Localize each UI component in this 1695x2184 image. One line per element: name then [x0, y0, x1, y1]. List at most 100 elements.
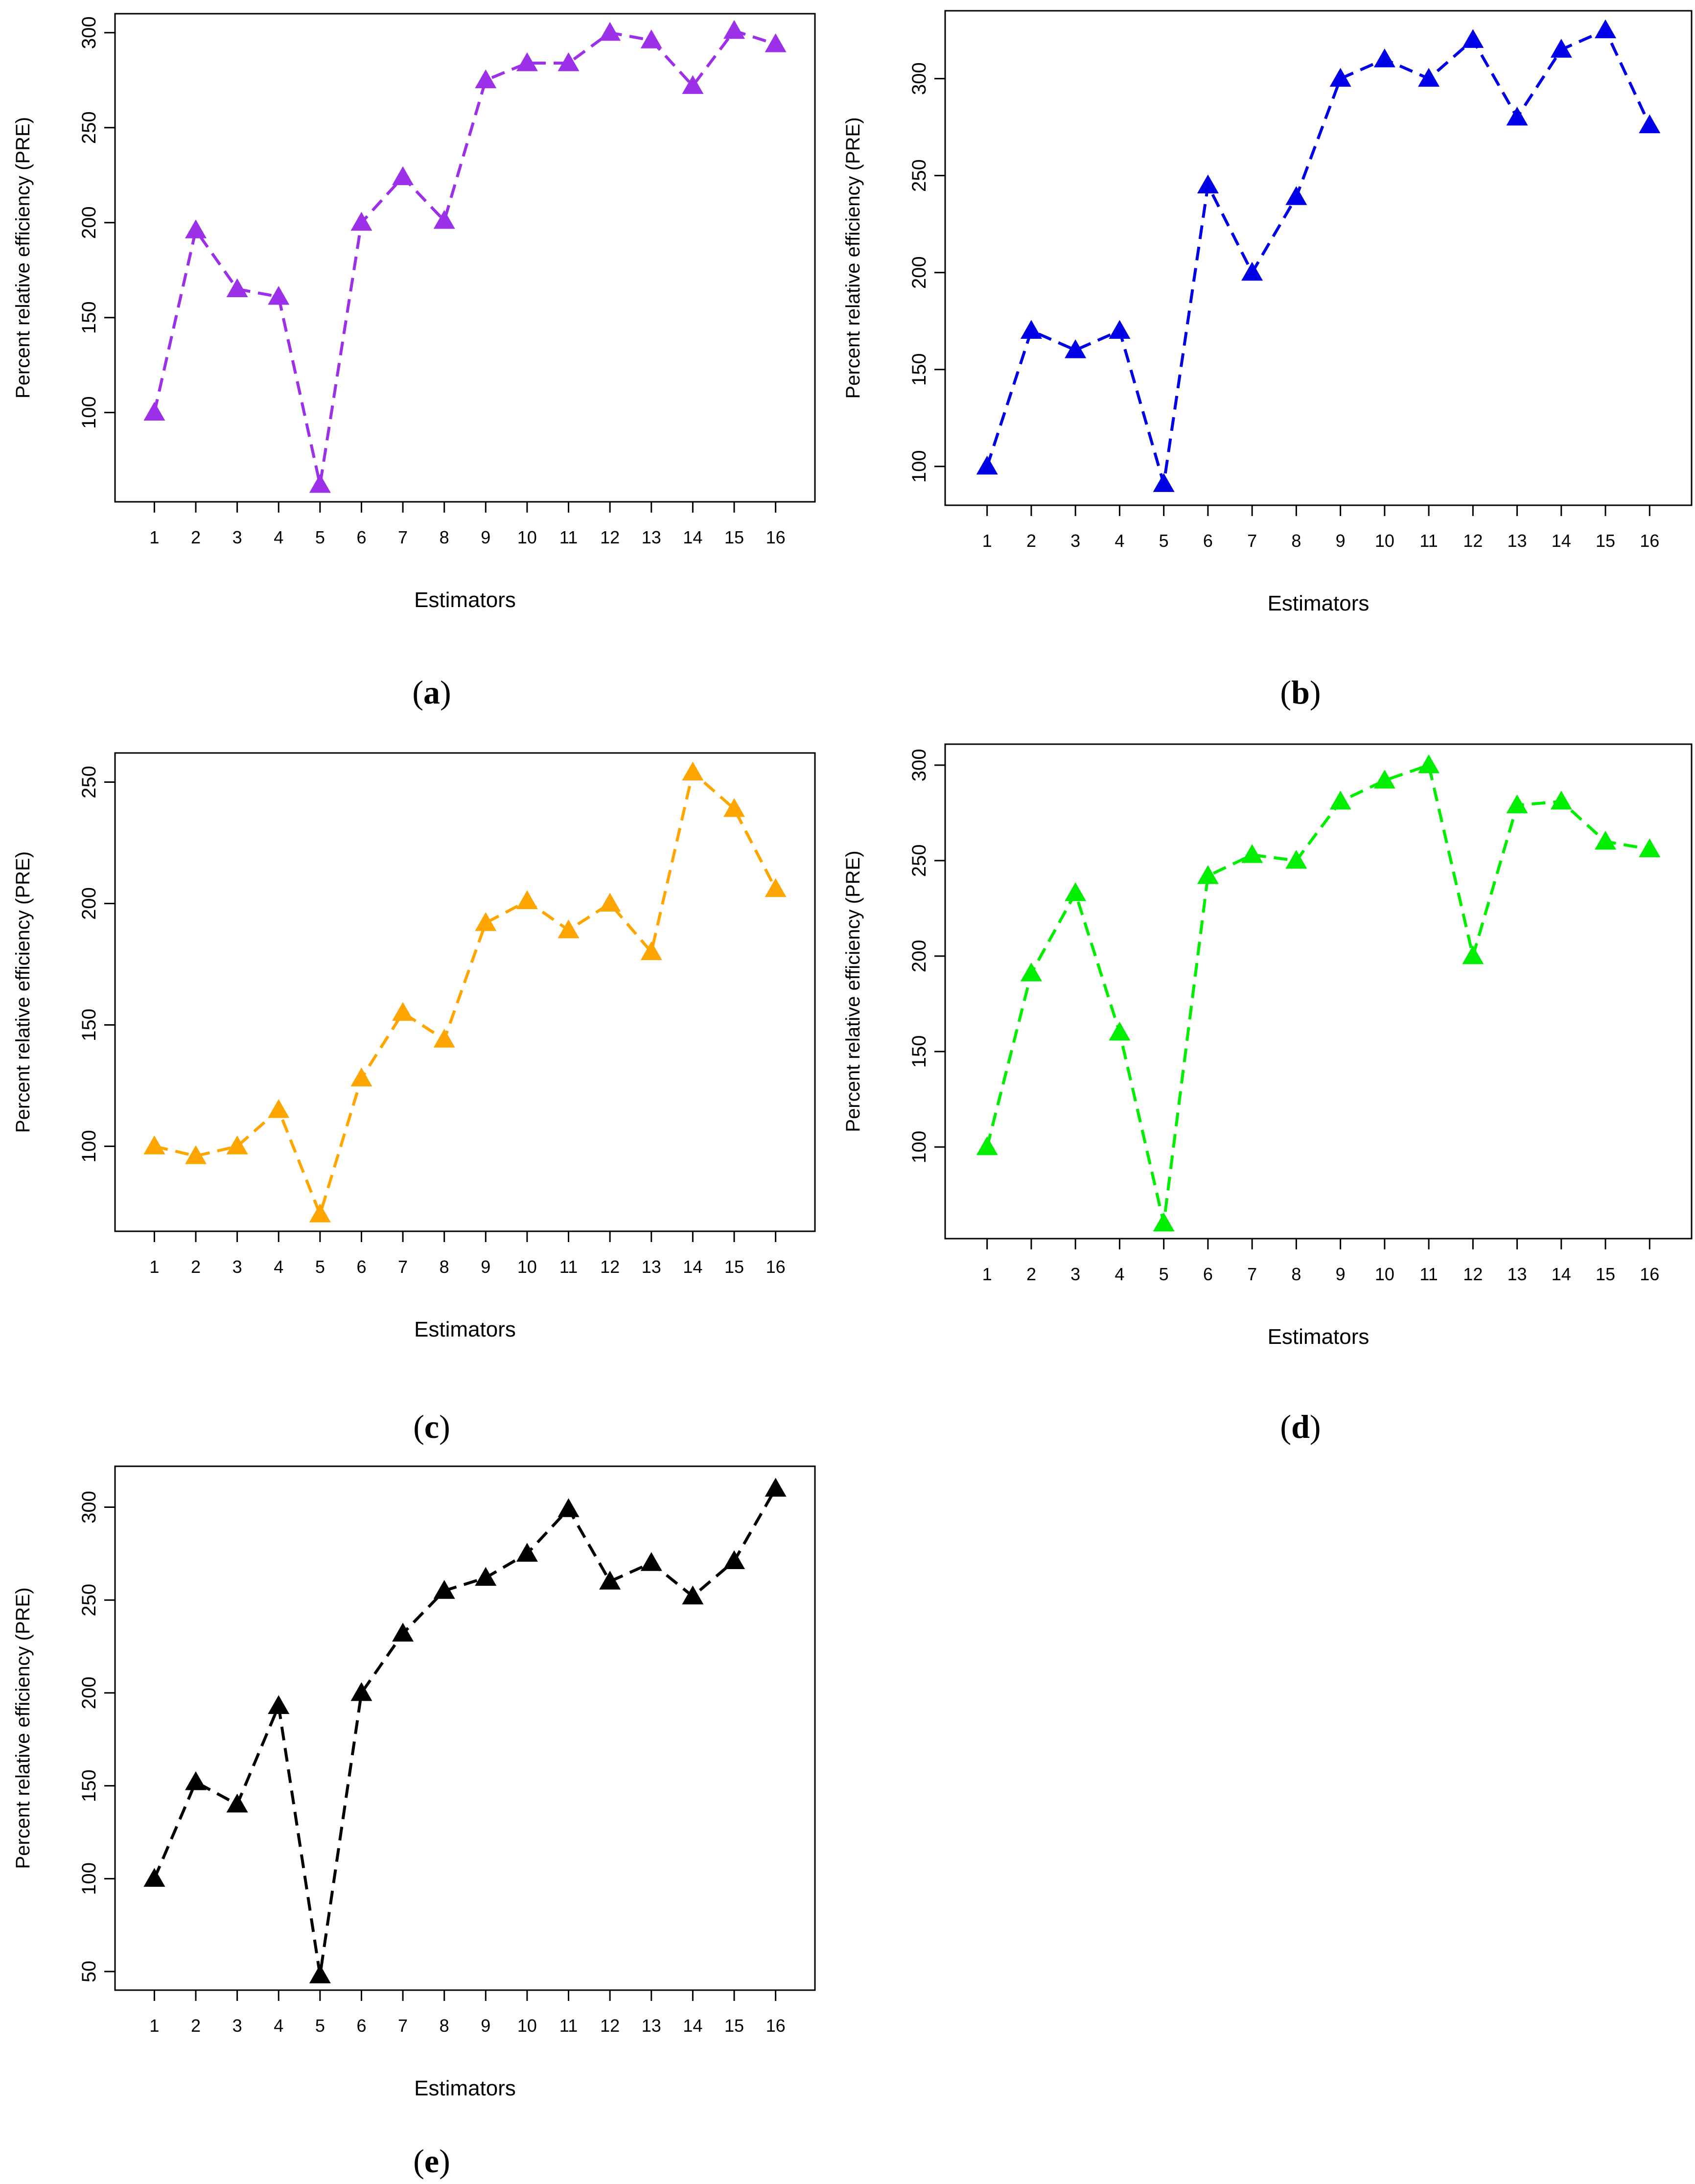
- chart-a-point: [143, 401, 165, 421]
- chart-a-xtick-label: 8: [440, 527, 449, 547]
- chart-c-point: [723, 798, 745, 817]
- chart-e-xtick-label: 6: [356, 2016, 366, 2036]
- chart-a-ytick-label: 300: [78, 16, 100, 49]
- chart-c-point: [226, 1135, 248, 1154]
- chart-b-ytick-label: 250: [908, 159, 930, 192]
- chart-a-ytick-label: 250: [78, 111, 100, 144]
- chart-e-point: [640, 1552, 662, 1571]
- chart-b-xtick-label: 12: [1463, 531, 1483, 551]
- chart-b-plot-frame: [944, 10, 1693, 506]
- chart-e-point: [433, 1580, 455, 1599]
- chart-e-point: [557, 1498, 580, 1517]
- chart-c-caption: (c): [413, 1408, 450, 1445]
- chart-d-xtick-label: 12: [1463, 1264, 1483, 1284]
- chart-c-xtick-label: 8: [440, 1257, 449, 1277]
- chart-c-point: [185, 1145, 207, 1164]
- chart-e-point: [599, 1571, 621, 1590]
- chart-e-ytick-label: 50: [78, 1961, 100, 1983]
- chart-b-point: [1153, 473, 1175, 492]
- chart-d-point: [1285, 849, 1307, 869]
- chart-a-y-axis-label: Percent relative efficiency (PRE): [12, 117, 34, 399]
- chart-a-xtick-label: 12: [600, 527, 620, 547]
- chart-b-point: [1418, 68, 1440, 87]
- chart-d-ytick-label: 300: [908, 749, 930, 782]
- chart-c-point: [640, 941, 662, 961]
- chart-b-xtick-label: 11: [1419, 531, 1438, 551]
- chart-b-point: [1329, 68, 1351, 87]
- chart-e-xtick-label: 13: [642, 2016, 661, 2036]
- chart-c-xtick-label: 16: [766, 1257, 786, 1277]
- chart-c-point: [682, 761, 704, 781]
- chart-b-xtick-label: 6: [1203, 531, 1213, 551]
- chart-d-xtick-label: 9: [1336, 1264, 1346, 1284]
- chart-c-xtick-label: 5: [315, 1257, 325, 1277]
- chart-e-point: [350, 1682, 372, 1701]
- chart-e-point: [516, 1543, 538, 1562]
- chart-b-xtick-label: 9: [1336, 531, 1346, 551]
- chart-a-xtick-label: 7: [398, 527, 408, 547]
- chart-c-xtick-label: 3: [232, 1257, 242, 1277]
- chart-b-series-line: [985, 28, 1651, 485]
- chart-e-xtick-label: 7: [398, 2016, 408, 2036]
- chart-a-point: [268, 286, 290, 305]
- chart-c-xtick-label: 6: [356, 1257, 366, 1277]
- chart-c-y-axis-label: Percent relative efficiency (PRE): [12, 851, 34, 1133]
- chart-d-point: [1639, 838, 1661, 857]
- chart-a-point: [557, 52, 580, 71]
- chart-e-xtick-label: 10: [517, 2016, 537, 2036]
- chart-a-point: [226, 278, 248, 298]
- chart-d-point: [1462, 945, 1484, 964]
- chart-b-xtick-label: 10: [1375, 531, 1394, 551]
- chart-c-xtick-label: 9: [481, 1257, 490, 1277]
- chart-d-xtick-label: 15: [1596, 1264, 1615, 1284]
- chart-e-xtick-label: 12: [600, 2016, 620, 2036]
- chart-e-ytick-label: 150: [78, 1769, 100, 1802]
- chart-c-xtick-label: 12: [600, 1257, 620, 1277]
- chart-c-xtick-label: 1: [149, 1257, 159, 1277]
- chart-b-point: [1550, 39, 1572, 58]
- chart-c-point: [309, 1203, 331, 1222]
- chart-e-ytick-label: 200: [78, 1677, 100, 1710]
- chart-b-xtick-label: 2: [1026, 531, 1036, 551]
- chart-a-xtick-label: 11: [559, 527, 578, 547]
- chart-b-xtick-label: 1: [982, 531, 992, 551]
- chart-b-point: [1020, 320, 1042, 339]
- chart-a-point: [516, 52, 538, 71]
- chart-a-point: [599, 22, 621, 41]
- chart-c-plot-frame: [114, 752, 816, 1232]
- chart-d-point: [1109, 1021, 1131, 1041]
- chart-a-xtick-label: 9: [481, 527, 490, 547]
- chart-a-series-line: [153, 29, 776, 485]
- chart-e-point: [143, 1868, 165, 1887]
- chart-e-point: [765, 1478, 787, 1497]
- chart-d-xtick-label: 11: [1419, 1264, 1438, 1284]
- chart-a-point: [475, 69, 497, 89]
- chart-a-xtick-label: 4: [274, 527, 283, 547]
- chart-d-x-axis-label: Estimators: [1268, 1325, 1370, 1349]
- chart-e-point: [682, 1585, 704, 1605]
- chart-b-point: [976, 455, 998, 475]
- chart-b-xtick-label: 4: [1115, 531, 1124, 551]
- chart-panel-e: 50 100 150 200 250 300 1 2 3 4 5 6 7 8 9 10 11 12 13 14 15 16…: [0, 1454, 847, 2184]
- chart-c-point: [433, 1029, 455, 1048]
- chart-b-point: [1639, 114, 1661, 134]
- chart-c-xtick-label: 2: [191, 1257, 201, 1277]
- chart-c-point: [268, 1099, 290, 1118]
- chart-d-ytick-label: 250: [908, 845, 930, 877]
- chart-c-xtick-label: 14: [683, 1257, 702, 1277]
- chart-c-xtick-label: 13: [642, 1257, 661, 1277]
- chart-b-ytick-label: 100: [908, 450, 930, 483]
- chart-d-xtick-label: 2: [1026, 1264, 1036, 1284]
- chart-d-xtick-label: 13: [1508, 1264, 1527, 1284]
- chart-e-xtick-label: 3: [232, 2016, 242, 2036]
- chart-c-ytick-label: 100: [78, 1130, 100, 1163]
- chart-b-ytick-label: 150: [908, 353, 930, 386]
- chart-e-xtick-label: 9: [481, 2016, 490, 2036]
- chart-a-point: [185, 219, 207, 238]
- chart-e-ytick-label: 100: [78, 1862, 100, 1895]
- chart-c-xtick-label: 4: [274, 1257, 283, 1277]
- chart-a-xtick-label: 3: [232, 527, 242, 547]
- chart-e-ytick-label: 300: [78, 1491, 100, 1524]
